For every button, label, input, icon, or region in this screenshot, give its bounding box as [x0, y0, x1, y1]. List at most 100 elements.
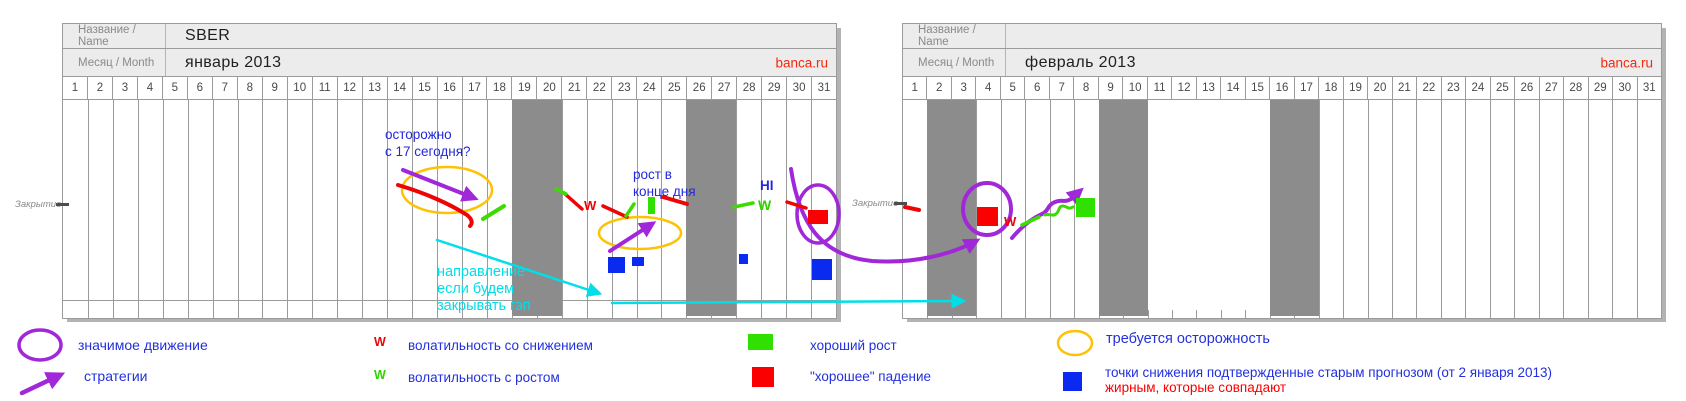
day-cell[interactable]: 18	[1319, 77, 1344, 99]
day-cell[interactable]: 5	[163, 77, 188, 99]
day-cell[interactable]: 13	[363, 77, 388, 99]
day-cell[interactable]: 24	[637, 77, 663, 99]
day-cell[interactable]: 29	[762, 77, 788, 99]
day-gridline	[1636, 100, 1638, 318]
brand-link[interactable]: banca.ru	[775, 55, 828, 70]
confirmed-down-square-jan24	[632, 257, 644, 266]
footer-tick	[1196, 310, 1198, 318]
day-cell[interactable]: 14	[388, 77, 413, 99]
day-cell[interactable]: 12	[338, 77, 363, 99]
day-gridline	[1465, 100, 1467, 318]
legend-good-fall-label: "хорошее" падение	[810, 369, 932, 384]
day-cell[interactable]: 22	[1417, 77, 1442, 99]
day-cell[interactable]: 6	[188, 77, 213, 99]
day-cell[interactable]: 30	[787, 77, 813, 99]
day-cell[interactable]: 8	[1074, 77, 1099, 99]
day-cell[interactable]: 24	[1466, 77, 1491, 99]
weekend-column	[927, 100, 952, 316]
day-gridline	[736, 100, 738, 318]
weekend-column	[1098, 100, 1124, 316]
day-cell[interactable]: 20	[537, 77, 563, 99]
day-cell[interactable]: 16	[438, 77, 463, 99]
day-gridline	[1025, 100, 1027, 318]
hi-note: HI	[760, 178, 774, 193]
day-cell[interactable]: 13	[1197, 77, 1222, 99]
day-cell[interactable]: 20	[1368, 77, 1393, 99]
legend-volatility-down-label: волатильность со снижением	[408, 338, 593, 353]
day-cell[interactable]: 12	[1172, 77, 1197, 99]
month-row: Месяц / Month январь 2013 banca.ru	[63, 49, 836, 77]
day-cell[interactable]: 7	[1050, 77, 1075, 99]
day-gridline	[337, 100, 339, 318]
confirmed-down-square-jan28	[739, 254, 748, 264]
day-gridline	[1074, 100, 1076, 318]
legend-strategy-arrow	[19, 372, 66, 396]
legend-good-growth-icon	[748, 334, 773, 350]
day-cell[interactable]: 27	[1540, 77, 1565, 99]
day-cell[interactable]: 26	[687, 77, 713, 99]
name-row: Название / Name SBER	[63, 24, 836, 49]
day-cell[interactable]: 29	[1589, 77, 1614, 99]
brand-link[interactable]: banca.ru	[1600, 55, 1653, 70]
month-label: Месяц / Month	[903, 49, 1006, 76]
day-cell[interactable]: 19	[1344, 77, 1369, 99]
day-cell[interactable]: 23	[1442, 77, 1467, 99]
day-cell[interactable]: 17	[463, 77, 488, 99]
day-cell[interactable]: 6	[1025, 77, 1050, 99]
day-cell[interactable]: 8	[238, 77, 263, 99]
day-cell[interactable]: 5	[1001, 77, 1026, 99]
day-cell[interactable]: 21	[562, 77, 588, 99]
day-cell[interactable]: 18	[487, 77, 513, 99]
day-gridline	[137, 100, 139, 318]
closing-dash-february	[894, 202, 907, 205]
weekend-column	[1269, 100, 1295, 316]
day-cell[interactable]: 11	[313, 77, 338, 99]
day-cell[interactable]: 9	[1099, 77, 1124, 99]
day-cell[interactable]: 26	[1515, 77, 1540, 99]
day-cell[interactable]: 3	[952, 77, 977, 99]
day-header-row: 1 2 3 4 5 6 7 8 9 10 11 12 13 14 15 16 17 18 19 20 21 22 23 24 2…	[903, 77, 1661, 100]
day-cell[interactable]: 15	[413, 77, 438, 99]
day-cell[interactable]: 2	[88, 77, 113, 99]
day-cell[interactable]: 22	[587, 77, 613, 99]
day-cell[interactable]: 15	[1246, 77, 1271, 99]
legend-w-red-icon: W	[374, 335, 386, 349]
day-cell[interactable]: 7	[213, 77, 238, 99]
day-cell[interactable]: 31	[1642, 82, 1656, 94]
day-cell[interactable]: 27	[712, 77, 738, 99]
day-gridline	[312, 100, 314, 318]
day-cell[interactable]: 23	[612, 77, 638, 99]
day-cell[interactable]: 14	[1221, 77, 1246, 99]
day-cell[interactable]: 25	[662, 77, 688, 99]
day-cell[interactable]: 25	[1491, 77, 1516, 99]
direction-note: направление если будем закрывать гэп	[437, 264, 531, 314]
day-cell[interactable]: 28	[1564, 77, 1589, 99]
day-cell[interactable]: 19	[512, 77, 538, 99]
day-cell[interactable]: 4	[138, 77, 163, 99]
day-cell[interactable]: 11	[1148, 77, 1173, 99]
legend-w-green-icon: W	[374, 368, 386, 382]
day-cell[interactable]: 16	[1270, 77, 1295, 99]
month-value: февраль 2013	[1025, 53, 1136, 71]
day-cell[interactable]: 1	[903, 77, 928, 99]
good-growth-bar-jan24	[648, 197, 655, 214]
day-cell[interactable]: 9	[263, 77, 288, 99]
day-cell[interactable]: 1	[63, 77, 88, 99]
legend-caution-label: требуется осторожность	[1106, 331, 1270, 347]
day-cell[interactable]: 17	[1295, 77, 1320, 99]
day-cell[interactable]: 21	[1393, 77, 1418, 99]
closing-dash-january	[56, 203, 69, 206]
day-gridline	[761, 100, 763, 318]
legend-confirmed-down-line2: жирным, которые совпадают	[1105, 380, 1287, 395]
day-cell[interactable]: 2	[927, 77, 952, 99]
day-gridline	[162, 100, 164, 318]
good-fall-square-jan31	[808, 210, 828, 224]
name-label: Название / Name	[903, 24, 1006, 48]
day-cell[interactable]: 10	[288, 77, 313, 99]
day-cell[interactable]: 4	[976, 77, 1001, 99]
day-cell[interactable]: 28	[737, 77, 763, 99]
day-cell[interactable]: 30	[1613, 77, 1638, 99]
day-cell[interactable]: 3	[113, 77, 138, 99]
day-cell[interactable]: 31	[817, 82, 831, 94]
day-cell[interactable]: 10	[1123, 77, 1148, 99]
